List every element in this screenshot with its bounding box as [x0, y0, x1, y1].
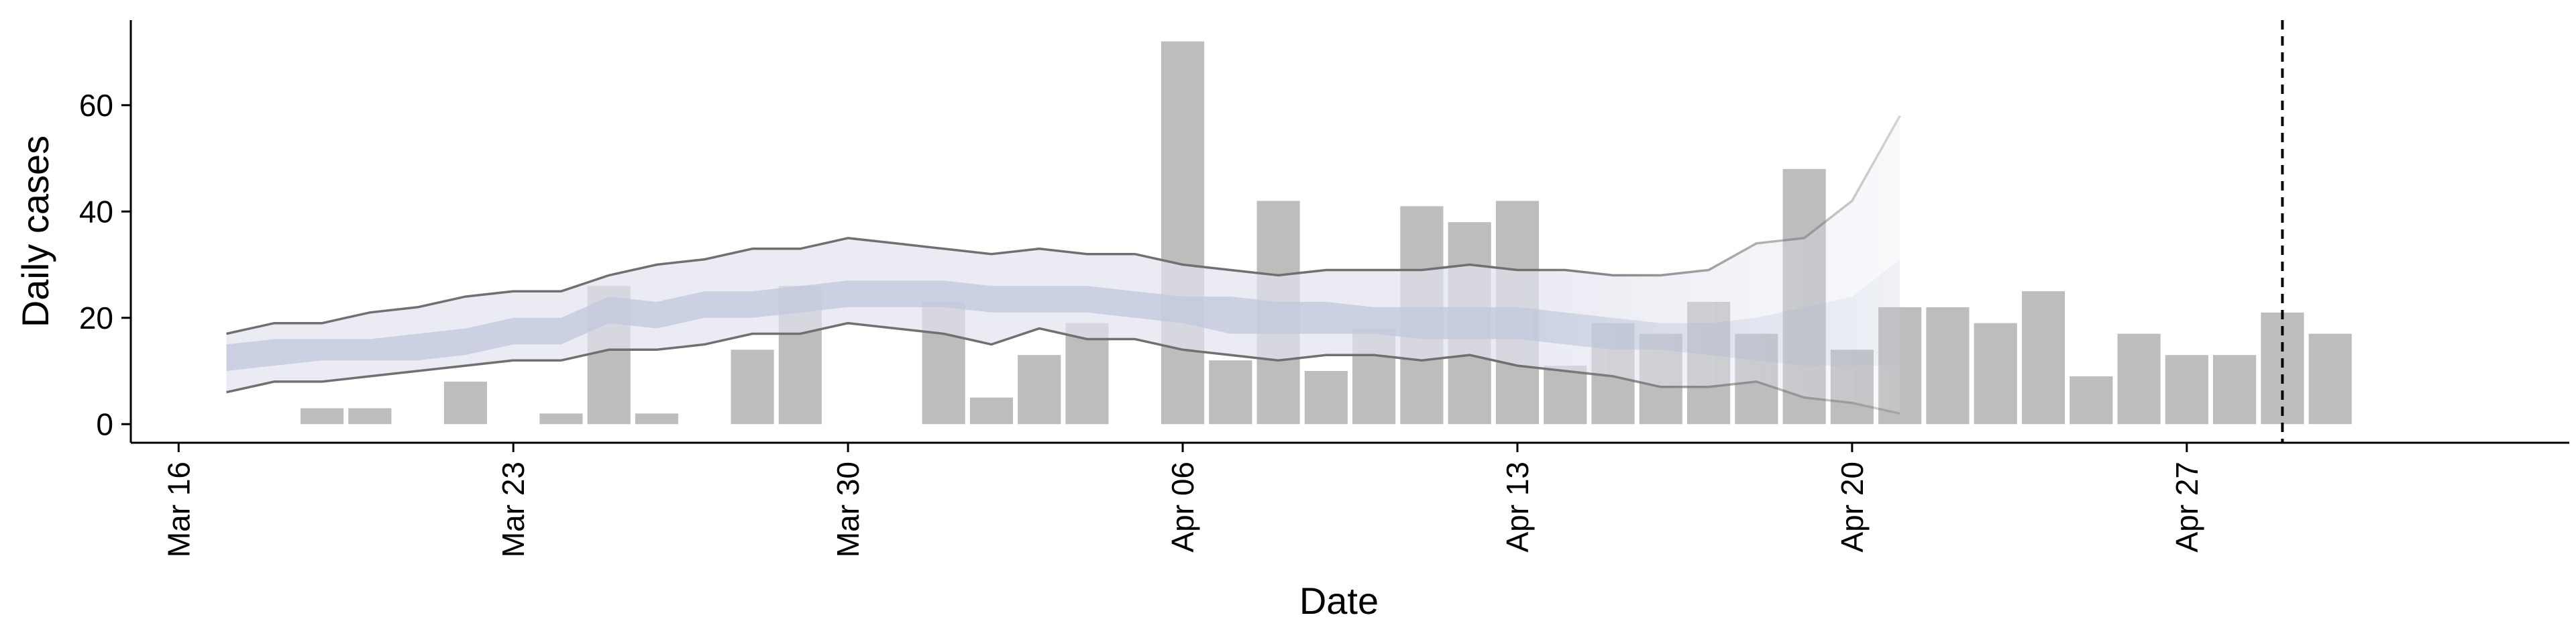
y-tick-label: 20 [79, 301, 113, 335]
estimate-layer [226, 115, 1901, 415]
upper-bound-line [226, 115, 1901, 335]
case-bar [2165, 355, 2208, 425]
x-axis-ticks: Mar 16 Mar 23 Mar 30 Apr 06 Apr 13 Apr 20 Apr … [161, 443, 2204, 557]
case-bar [1926, 307, 1970, 425]
y-tick-label: 40 [79, 194, 113, 229]
case-bar [443, 381, 487, 425]
case-bar [2070, 376, 2113, 425]
case-bar [348, 408, 392, 425]
y-axis-ticks: 0 20 40 60 [79, 88, 131, 441]
lower-bound-line [226, 321, 1900, 415]
case-bar [2308, 333, 2352, 425]
x-tick-label: Mar 23 [496, 462, 531, 557]
case-bar [1209, 360, 1252, 425]
x-tick-label: Apr 06 [1165, 462, 1200, 553]
x-tick-label: Mar 30 [830, 462, 865, 557]
ci90-band [226, 115, 1900, 414]
x-tick-label: Apr 27 [2169, 462, 2204, 553]
case-bar [1161, 41, 1205, 425]
y-axis-title: Daily cases [14, 136, 56, 327]
axes: 0 20 40 60 Mar 16 Mar 23 Mar 30 Apr 06 Apr 13 Ap… [79, 20, 2569, 557]
case-bar [1304, 371, 1348, 425]
case-bar [539, 413, 583, 425]
y-tick-label: 0 [96, 407, 113, 441]
x-tick-label: Mar 16 [161, 462, 196, 557]
case-bar [635, 413, 679, 425]
x-tick-label: Apr 13 [1500, 462, 1535, 553]
case-bar [301, 408, 344, 425]
case-bar [969, 397, 1014, 425]
case-bar [2213, 355, 2257, 425]
case-bar [731, 350, 774, 425]
case-bar [2117, 333, 2161, 425]
y-tick-label: 60 [79, 88, 113, 123]
case-bar [2021, 291, 2065, 425]
case-bar [1544, 366, 1587, 425]
ci50-band [226, 259, 1900, 371]
case-bar [1018, 355, 1061, 425]
bars-layer [301, 41, 2352, 425]
x-tick-label: Apr 20 [1835, 462, 1870, 553]
case-bar [1974, 323, 2017, 425]
x-axis-title: Date [1299, 580, 1379, 622]
